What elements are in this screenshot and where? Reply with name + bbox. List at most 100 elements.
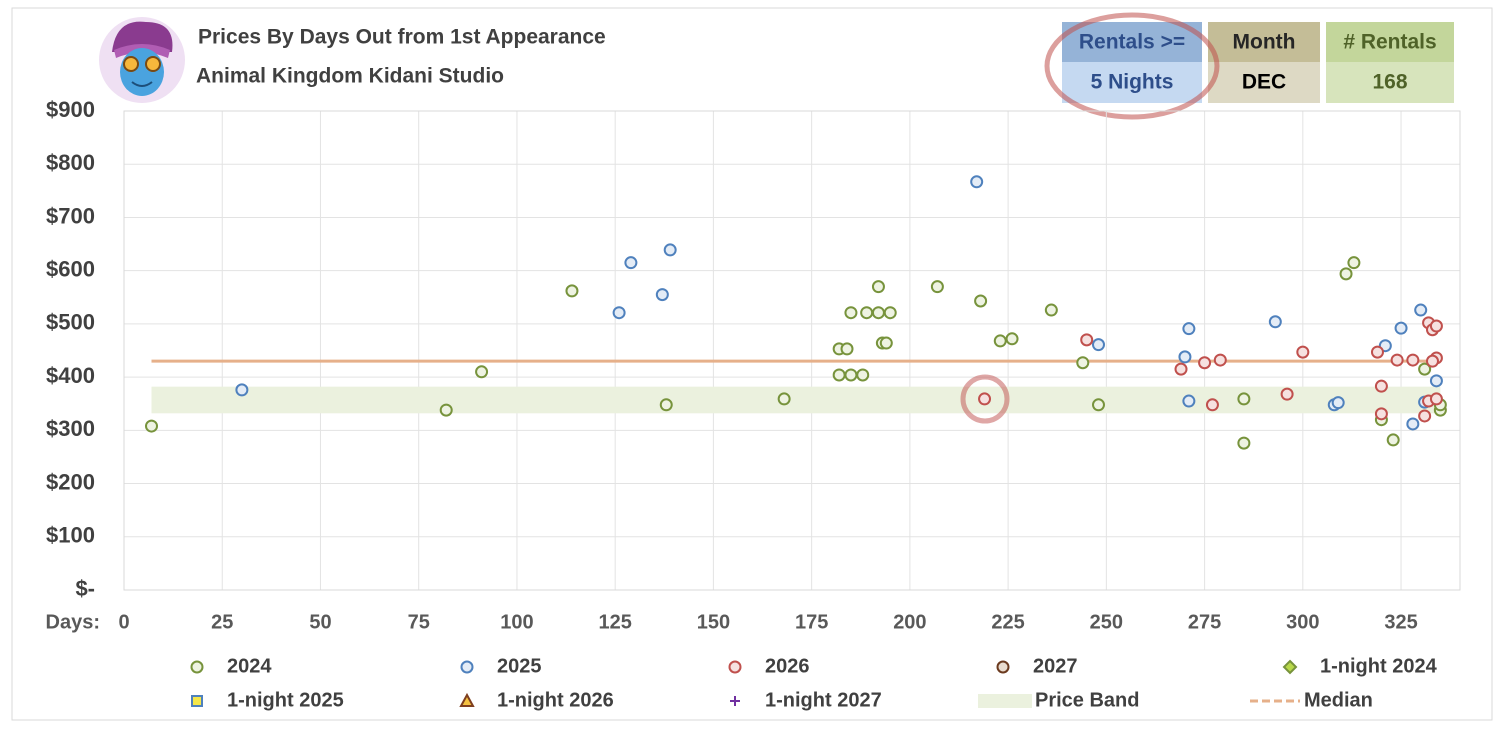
data-point [1268, 315, 1282, 329]
legend-marker [459, 692, 475, 707]
legend-marker [190, 660, 204, 674]
x-tick-label: 125 [598, 611, 631, 633]
x-axis-label: Days: [46, 611, 100, 633]
data-point [1394, 321, 1408, 335]
legend-label: 1-night 2025 [227, 689, 344, 711]
data-point [1296, 345, 1310, 359]
legend-marker [460, 660, 474, 674]
data-point [1182, 394, 1196, 408]
data-point [1091, 398, 1105, 412]
data-point [1213, 353, 1227, 367]
data-point [1347, 256, 1361, 270]
data-point [1386, 433, 1400, 447]
data-point [993, 334, 1007, 348]
y-tick-label: $800 [46, 150, 95, 175]
data-point [1374, 379, 1388, 393]
legend-marker [730, 696, 740, 706]
x-tick-label: 250 [1090, 611, 1123, 633]
legend-label: 2026 [765, 655, 810, 677]
highlight-ellipse [1044, 12, 1220, 120]
legend-label: 2024 [227, 655, 272, 677]
y-tick-label: $100 [46, 523, 95, 548]
data-point [879, 336, 893, 350]
x-tick-label: 200 [893, 611, 926, 633]
data-point [1418, 409, 1432, 423]
legend-label: 1-night 2024 [1320, 655, 1438, 677]
legend-label: 2025 [497, 655, 542, 677]
data-point [1005, 332, 1019, 346]
y-tick-label: $200 [46, 469, 95, 494]
data-point [856, 368, 870, 382]
data-point [978, 392, 992, 406]
y-tick-label: $900 [46, 97, 95, 122]
data-point [663, 243, 677, 257]
chart-subtitle: Animal Kingdom Kidani Studio [196, 65, 504, 88]
x-tick-label: 50 [309, 611, 331, 633]
data-point [1237, 436, 1251, 450]
legend-marker [1282, 659, 1298, 675]
y-tick-label: $300 [46, 416, 95, 441]
chart-title: Prices By Days Out from 1st Appearance [198, 26, 606, 49]
data-point [844, 306, 858, 320]
filter-value: DEC [1242, 71, 1286, 94]
x-tick-label: 300 [1286, 611, 1319, 633]
data-point [1429, 392, 1443, 406]
data-point [1080, 333, 1094, 347]
data-point [1418, 362, 1432, 376]
data-point [883, 306, 897, 320]
filter-cell [1326, 62, 1454, 103]
filter-label: # Rentals [1343, 31, 1436, 54]
data-point [1280, 387, 1294, 401]
data-point [1429, 319, 1443, 333]
data-point [871, 280, 885, 294]
chart-frame [11, 7, 1493, 721]
data-point [1198, 356, 1212, 370]
filter-value: 5 Nights [1091, 71, 1174, 94]
data-point [1174, 362, 1188, 376]
filter-label: Month [1233, 31, 1296, 54]
x-tick-label: 0 [118, 611, 129, 633]
data-point [860, 306, 874, 320]
data-point [871, 306, 885, 320]
y-tick-label: $400 [46, 363, 95, 388]
plot-area: $- $100 $200 $300 $400 $500 $600 $700 $800 $900 0 2… [46, 97, 1461, 633]
data-point [659, 398, 673, 412]
price-band [151, 386, 1441, 414]
data-point [1237, 392, 1251, 406]
data-point [1406, 417, 1420, 431]
x-tick-label: 150 [697, 611, 730, 633]
y-tick-label: $500 [46, 310, 95, 335]
data-point [930, 280, 944, 294]
filter-label: Rentals >= [1079, 31, 1185, 54]
data-point [1370, 345, 1384, 359]
legend-marker [191, 695, 203, 707]
legend-label: 1-night 2027 [765, 689, 882, 711]
x-tick-label: 100 [500, 611, 533, 633]
legend: 2024 2025 2026 2027 1-night 2024 1-night 2025… [190, 655, 1438, 711]
filter-value: 168 [1372, 71, 1407, 94]
y-tick-label: $- [75, 576, 95, 601]
legend-label: Price Band [1035, 689, 1139, 711]
x-tick-label: 325 [1384, 611, 1417, 633]
data-point [832, 368, 846, 382]
data-point [1091, 338, 1105, 352]
data-point [655, 288, 669, 302]
data-point [777, 392, 791, 406]
legend-label: Median [1304, 689, 1373, 711]
data-point [1429, 374, 1443, 388]
x-tick-label: 275 [1188, 611, 1221, 633]
logo [99, 17, 185, 103]
legend-marker [978, 694, 1032, 708]
x-tick-label: 25 [211, 611, 233, 633]
legend-label: 2027 [1033, 655, 1078, 677]
data-point [1374, 407, 1388, 421]
filter-cell [1208, 62, 1320, 103]
data-point [475, 365, 489, 379]
plot-border [123, 110, 1461, 591]
legend-marker [728, 660, 742, 674]
data-point [612, 306, 626, 320]
data-point [1178, 350, 1192, 364]
data-point [970, 175, 984, 189]
legend-marker [996, 660, 1010, 674]
